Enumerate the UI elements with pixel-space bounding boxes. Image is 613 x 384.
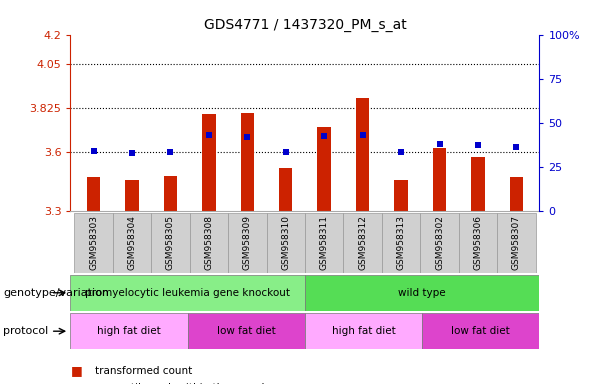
Text: low fat diet: low fat diet xyxy=(451,326,510,336)
Text: low fat diet: low fat diet xyxy=(217,326,276,336)
FancyBboxPatch shape xyxy=(305,213,343,273)
FancyBboxPatch shape xyxy=(74,213,113,273)
Text: GSM958306: GSM958306 xyxy=(473,215,482,270)
FancyBboxPatch shape xyxy=(113,213,151,273)
Text: promyelocytic leukemia gene knockout: promyelocytic leukemia gene knockout xyxy=(85,288,290,298)
Text: ■: ■ xyxy=(70,364,82,377)
FancyBboxPatch shape xyxy=(459,213,497,273)
Text: high fat diet: high fat diet xyxy=(97,326,161,336)
Text: percentile rank within the sample: percentile rank within the sample xyxy=(95,383,271,384)
Text: GSM958312: GSM958312 xyxy=(358,215,367,270)
FancyBboxPatch shape xyxy=(497,213,536,273)
Text: GSM958307: GSM958307 xyxy=(512,215,521,270)
Text: wild type: wild type xyxy=(398,288,446,298)
Bar xyxy=(279,168,292,211)
Text: transformed count: transformed count xyxy=(95,366,192,376)
Text: GSM958311: GSM958311 xyxy=(320,215,329,270)
Bar xyxy=(422,313,539,349)
Text: GSM958309: GSM958309 xyxy=(243,215,252,270)
Text: GSM958310: GSM958310 xyxy=(281,215,290,270)
Text: ■: ■ xyxy=(70,381,82,384)
FancyBboxPatch shape xyxy=(151,213,189,273)
Bar xyxy=(471,157,485,211)
Bar xyxy=(70,275,305,311)
Bar xyxy=(240,113,254,211)
Bar xyxy=(202,114,216,211)
FancyBboxPatch shape xyxy=(343,213,382,273)
Bar xyxy=(305,275,539,311)
FancyBboxPatch shape xyxy=(189,213,228,273)
Text: GSM958305: GSM958305 xyxy=(166,215,175,270)
Bar xyxy=(164,176,177,211)
Bar xyxy=(394,180,408,211)
Bar xyxy=(318,127,331,211)
FancyBboxPatch shape xyxy=(267,213,305,273)
Bar xyxy=(433,148,446,211)
Bar xyxy=(356,98,370,211)
Bar xyxy=(125,180,139,211)
Text: protocol: protocol xyxy=(3,326,48,336)
Text: GSM958303: GSM958303 xyxy=(89,215,98,270)
Text: GSM958304: GSM958304 xyxy=(128,215,137,270)
Text: GSM958308: GSM958308 xyxy=(204,215,213,270)
Bar xyxy=(509,177,523,211)
Title: GDS4771 / 1437320_PM_s_at: GDS4771 / 1437320_PM_s_at xyxy=(204,18,406,32)
Bar xyxy=(70,313,188,349)
FancyBboxPatch shape xyxy=(228,213,267,273)
Bar xyxy=(305,313,422,349)
Text: GSM958313: GSM958313 xyxy=(397,215,406,270)
Text: genotype/variation: genotype/variation xyxy=(3,288,109,298)
Bar xyxy=(87,177,101,211)
Bar xyxy=(188,313,305,349)
FancyBboxPatch shape xyxy=(421,213,459,273)
FancyBboxPatch shape xyxy=(382,213,421,273)
Text: GSM958302: GSM958302 xyxy=(435,215,444,270)
Text: high fat diet: high fat diet xyxy=(332,326,395,336)
